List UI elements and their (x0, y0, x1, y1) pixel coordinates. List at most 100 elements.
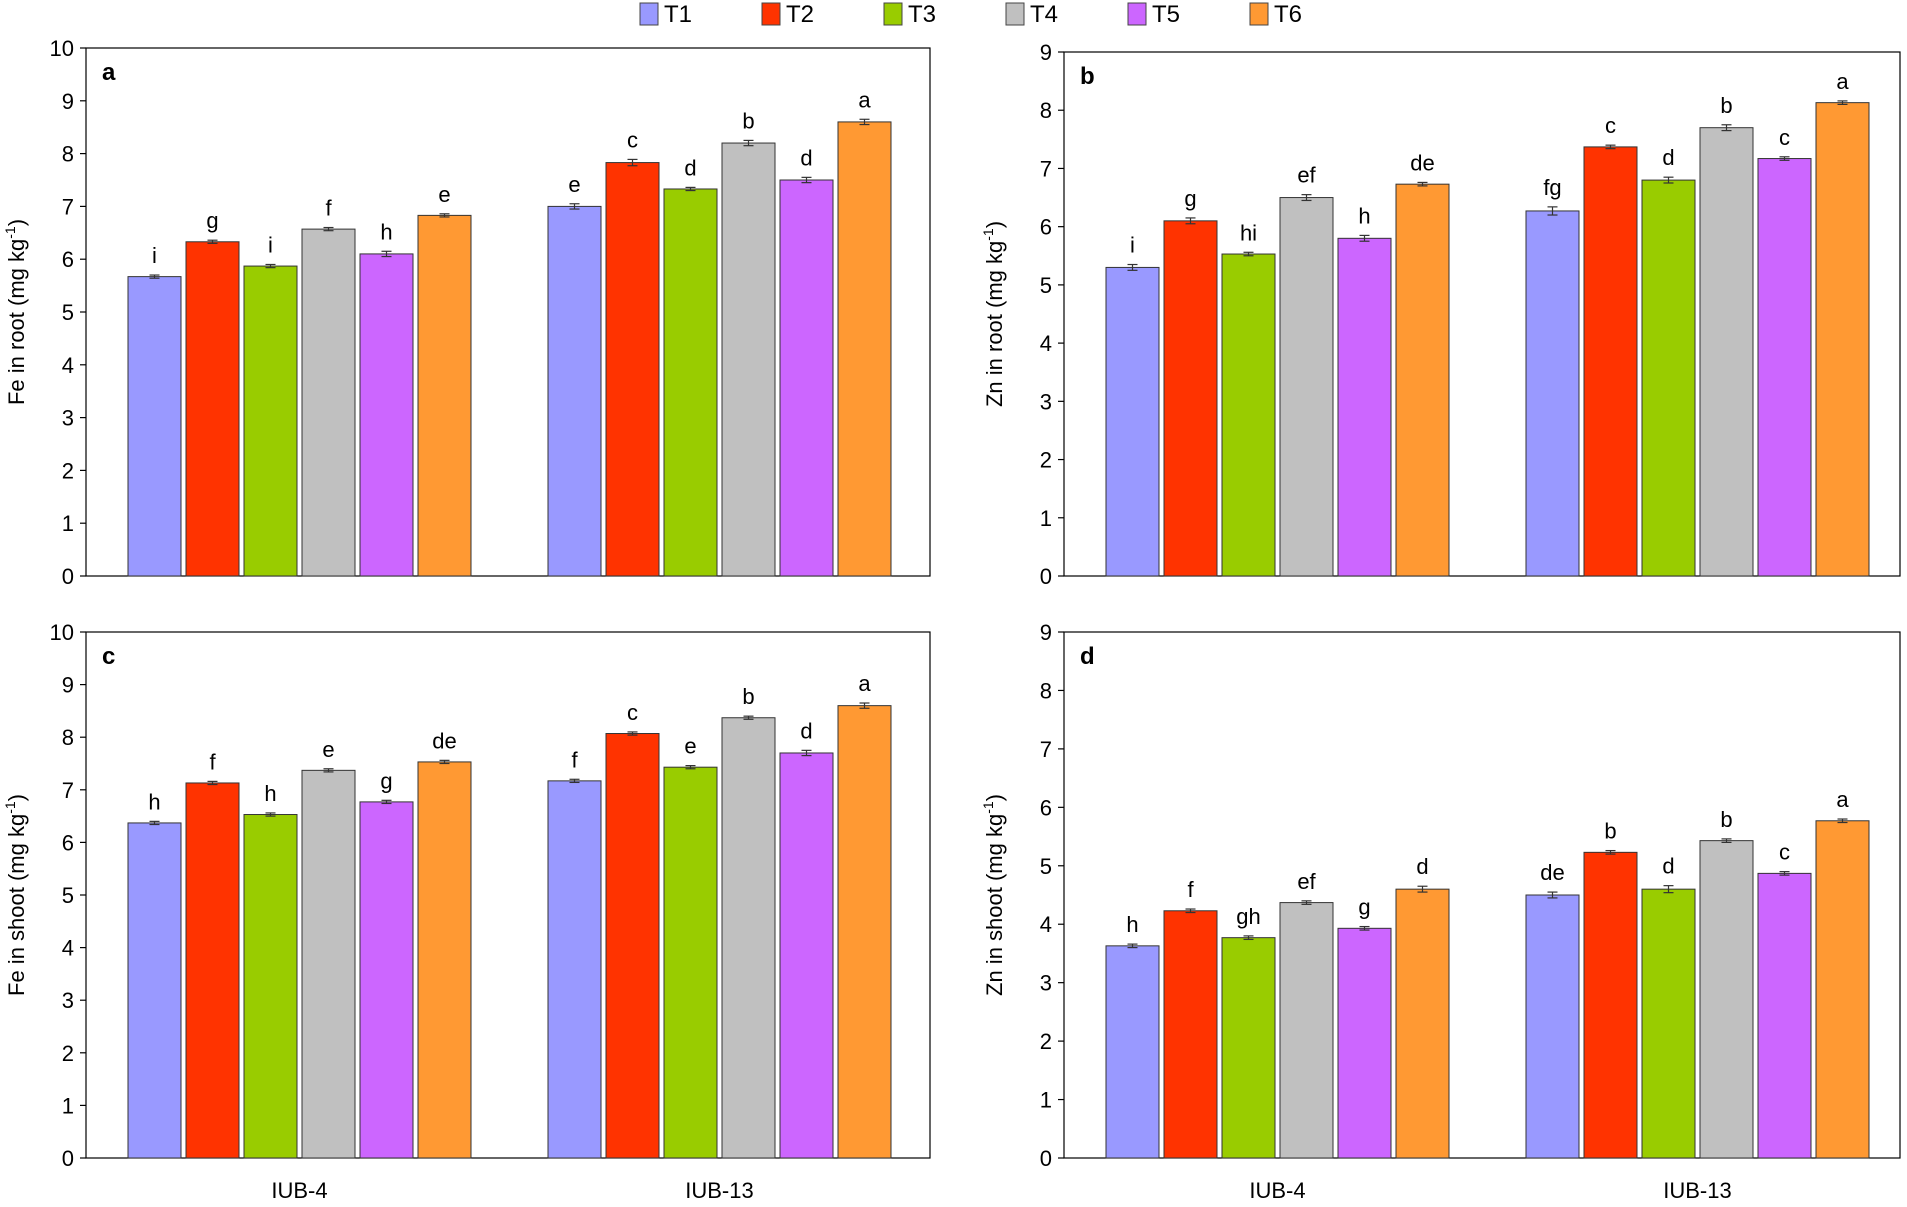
y-axis-title: Zn in shoot (mg kg-1) (980, 794, 1007, 996)
panel-a: 0 1 2 3 4 5 6 7 8 9 10 Fe in root (mg kg-1) a i g i f h e e… (2, 36, 931, 589)
significance-letter: g (380, 768, 392, 793)
legend-label-t5: T5 (1152, 1, 1180, 28)
y-tick-label: 2 (1040, 1029, 1052, 1054)
y-tick-label: 7 (1040, 737, 1052, 762)
bar-iub-4-t2 (1163, 220, 1218, 577)
y-tick-label: 1 (1040, 506, 1052, 531)
y-tick-label: 5 (1040, 854, 1052, 879)
significance-letter: b (742, 108, 754, 133)
significance-letter: h (1126, 912, 1138, 937)
bar-iub-13-t4 (1699, 127, 1754, 577)
significance-letter: e (438, 182, 450, 207)
y-tick-label: 4 (62, 936, 74, 961)
bar-iub-13-t3 (663, 188, 718, 577)
bar-iub-13-t4 (1699, 840, 1754, 1159)
y-tick-label: 5 (1040, 273, 1052, 298)
bar-iub-4-t6 (1395, 888, 1450, 1159)
y-tick-label: 3 (62, 988, 74, 1013)
y-tick-label: 2 (1040, 448, 1052, 473)
category-label-iub-13: IUB-13 (1663, 1178, 1731, 1203)
bar-iub-4-t6 (417, 761, 472, 1159)
y-tick-label: 0 (1040, 1146, 1052, 1171)
y-tick-label: 4 (62, 353, 74, 378)
bar-iub-13-t1 (547, 780, 602, 1159)
bar-iub-4-t6 (417, 214, 472, 577)
significance-letter: h (380, 219, 392, 244)
y-tick-label: 9 (62, 89, 74, 114)
significance-letter: c (1779, 125, 1790, 150)
bar-iub-13-t4 (721, 142, 776, 577)
bar-iub-4-t1 (127, 276, 182, 577)
y-tick-label: 1 (1040, 1088, 1052, 1113)
bar-iub-13-t2 (1583, 851, 1638, 1159)
y-tick-label: 3 (1040, 389, 1052, 414)
significance-letter: b (1720, 807, 1732, 832)
significance-letter: h (264, 781, 276, 806)
y-tick-label: 8 (1040, 678, 1052, 703)
legend-swatch-t5 (1127, 2, 1147, 26)
bar-iub-13-t5 (779, 179, 834, 577)
y-tick-label: 0 (62, 564, 74, 589)
panel-d: 0 1 2 3 4 5 6 7 8 9 Zn in shoot (mg kg-1) d h f gh ef g d… (980, 620, 1901, 1203)
y-tick-label: 5 (62, 883, 74, 908)
bar-iub-4-t1 (1105, 945, 1160, 1159)
plot-frame (1063, 51, 1901, 577)
significance-letter: de (1540, 860, 1564, 885)
y-axis-title: Fe in shoot (mg kg-1) (2, 794, 29, 996)
legend-label-t6: T6 (1274, 1, 1302, 28)
legend-swatch-t3 (883, 2, 903, 26)
y-tick-label: 7 (62, 778, 74, 803)
significance-letter: ef (1297, 869, 1316, 894)
legend-swatch-t2 (761, 2, 781, 26)
y-tick-label: 9 (1040, 620, 1052, 645)
bar-iub-4-t4 (301, 769, 356, 1159)
significance-letter: f (1187, 877, 1194, 902)
panel-letter: b (1080, 63, 1095, 90)
significance-letter: c (627, 127, 638, 152)
bar-iub-4-t3 (243, 265, 298, 577)
y-tick-label: 4 (1040, 912, 1052, 937)
category-label-iub-4: IUB-4 (271, 1178, 327, 1203)
bar-iub-13-t2 (1583, 146, 1638, 577)
legend-swatch-t4 (1005, 2, 1025, 26)
bar-iub-13-t2 (605, 733, 660, 1159)
y-tick-label: 6 (1040, 215, 1052, 240)
y-tick-label: 8 (1040, 98, 1052, 123)
panel-letter: a (102, 59, 116, 86)
bar-iub-4-t3 (1221, 253, 1276, 577)
legend-label-t1: T1 (664, 1, 692, 28)
bar-iub-4-t6 (1395, 183, 1450, 577)
category-label-iub-4: IUB-4 (1249, 1178, 1305, 1203)
bar-iub-13-t1 (1525, 894, 1580, 1159)
significance-letter: d (1662, 145, 1674, 170)
y-tick-label: 6 (1040, 795, 1052, 820)
y-tick-label: 9 (62, 673, 74, 698)
significance-letter: a (858, 671, 871, 696)
bar-iub-13-t3 (663, 766, 718, 1159)
y-axis-title: Fe in root (mg kg-1) (2, 219, 29, 405)
bar-iub-4-t4 (1279, 197, 1334, 577)
panel-letter: d (1080, 643, 1095, 670)
bar-iub-4-t5 (359, 253, 414, 577)
significance-letter: g (206, 208, 218, 233)
bar-iub-13-t6 (1815, 102, 1870, 577)
y-tick-label: 10 (50, 36, 74, 61)
significance-letter: d (1662, 854, 1674, 879)
y-tick-label: 5 (62, 300, 74, 325)
significance-letter: d (800, 145, 812, 170)
bar-iub-4-t5 (1337, 237, 1392, 577)
significance-letter: b (1720, 93, 1732, 118)
bar-iub-13-t5 (1757, 872, 1812, 1159)
bar-iub-4-t3 (1221, 937, 1276, 1159)
legend-label-t4: T4 (1030, 1, 1058, 28)
bar-iub-13-t6 (837, 121, 892, 577)
significance-letter: hi (1240, 220, 1257, 245)
bar-iub-13-t5 (1757, 158, 1812, 577)
significance-letter: d (800, 718, 812, 743)
y-tick-label: 2 (62, 1041, 74, 1066)
significance-letter: b (1604, 819, 1616, 844)
y-tick-label: 1 (62, 511, 74, 536)
bar-iub-4-t1 (1105, 266, 1160, 577)
plot-frame (1063, 631, 1901, 1159)
